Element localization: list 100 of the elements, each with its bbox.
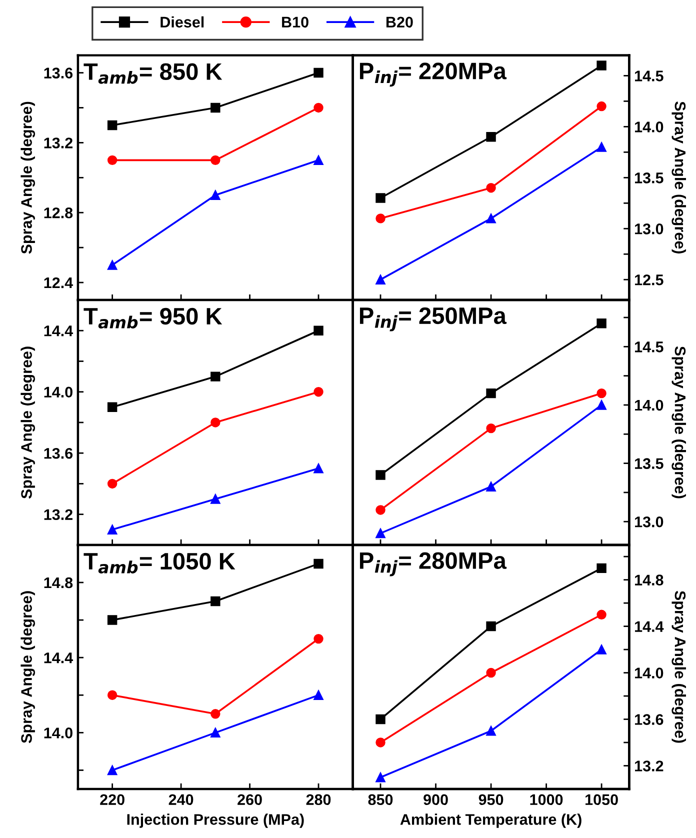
- point: [486, 668, 496, 678]
- point: [314, 102, 324, 113]
- y2-tick-label: 14.5: [635, 70, 664, 82]
- point: [376, 470, 386, 480]
- y-tick-label: 13.2: [44, 138, 72, 148]
- y2-tick-label: 13.2: [635, 760, 664, 772]
- y2-tick-label: 14.8: [635, 574, 664, 586]
- y-tick-label: 13.2: [44, 509, 72, 520]
- legend-label: B20: [386, 16, 413, 28]
- y-tick-label: 13.6: [44, 448, 73, 459]
- point: [107, 120, 118, 130]
- point: [314, 690, 324, 700]
- point: [596, 318, 606, 328]
- y-tick-label: 14.4: [44, 326, 74, 336]
- y-tick-label: 14.4: [44, 652, 74, 664]
- y-tick-label: 12.4: [44, 277, 74, 288]
- y2-axis-title: Spray Angle (degree): [672, 590, 686, 743]
- legend-label: Diesel: [160, 16, 204, 28]
- point: [376, 714, 386, 724]
- y2-tick-label: 13.5: [635, 458, 664, 470]
- point: [486, 182, 496, 193]
- text: 14.0: [635, 668, 664, 678]
- text: 13.0: [635, 224, 664, 234]
- y2-tick-label: 14.5: [635, 342, 664, 352]
- point: [596, 60, 606, 70]
- point: [107, 690, 118, 700]
- legend-label: B10: [282, 16, 308, 28]
- annotation: T$_{amb}$= 1050 K: [84, 552, 236, 574]
- y-tick-label: 14.8: [44, 577, 73, 588]
- point: [314, 326, 324, 336]
- point: [596, 610, 606, 620]
- point: [107, 260, 118, 270]
- point: [486, 388, 496, 398]
- x-axis-title: Injection Pressure (MPa): [127, 814, 304, 828]
- point: [107, 478, 118, 489]
- point: [210, 155, 220, 166]
- point: [210, 709, 220, 719]
- point: [314, 155, 324, 166]
- point: [486, 132, 496, 142]
- point: [107, 765, 118, 776]
- x-tick-label: 1050: [586, 794, 618, 806]
- point: [596, 101, 606, 112]
- y2-axis-title: Spray Angle (degree): [672, 102, 686, 254]
- point: [210, 596, 220, 606]
- y2-axis-title: Spray Angle (degree): [672, 346, 686, 498]
- point: [210, 102, 220, 113]
- point: [210, 728, 220, 738]
- point: [596, 644, 606, 654]
- point: [314, 68, 324, 78]
- x-tick-label: 280: [306, 794, 331, 806]
- point: [210, 494, 220, 504]
- x-tick-label: 260: [238, 794, 262, 806]
- point: [376, 505, 386, 515]
- y-axis-title: Spray Angle (degree): [20, 591, 36, 744]
- y-tick-label: 12.8: [44, 207, 73, 218]
- point: [107, 402, 118, 412]
- point: [486, 423, 496, 434]
- point: [596, 388, 606, 398]
- point: [314, 634, 324, 644]
- point: [486, 482, 496, 492]
- point: [486, 214, 496, 224]
- point: [314, 464, 324, 474]
- x-axis-title: Ambient Temperature (K): [400, 814, 582, 828]
- x-tick-label: 850: [368, 794, 393, 806]
- y2-tick-label: 13.5: [635, 172, 664, 184]
- point: [376, 528, 386, 538]
- x-tick-label: 950: [478, 794, 504, 806]
- y-axis-title: Spray Angle (degree): [20, 102, 36, 254]
- text: 14.0: [44, 728, 72, 738]
- x-tick-label: 220: [100, 794, 124, 806]
- annotation: P$_{inj}$= 250MPa: [360, 307, 507, 332]
- x-tick-label: 1000: [530, 794, 563, 806]
- point: [486, 621, 496, 632]
- point: [596, 563, 606, 574]
- annotation: P$_{inj}$= 280MPa: [360, 552, 507, 576]
- x-tick-label: 240: [168, 794, 194, 806]
- point: [210, 372, 220, 382]
- point: [376, 738, 386, 748]
- point: [596, 142, 606, 152]
- annotation: P$_{inj}$= 220MPa: [360, 62, 507, 87]
- point: [596, 400, 606, 410]
- y-tick-label: 13.6: [44, 68, 73, 78]
- point: [314, 387, 324, 397]
- point: [376, 772, 386, 782]
- y2-tick-label: 12.5: [635, 274, 664, 286]
- annotation: T$_{amb}$= 850 K: [84, 63, 222, 84]
- text: 14.0: [635, 400, 664, 411]
- text: 14.0: [44, 386, 72, 398]
- point: [107, 155, 118, 166]
- point: [376, 214, 386, 224]
- x-tick-label: 900: [424, 794, 448, 806]
- y2-tick-label: 13.6: [635, 714, 664, 725]
- point: [486, 726, 496, 736]
- annotation: T$_{amb}$= 950 K: [84, 308, 222, 329]
- y2-tick-label: 14.4: [635, 621, 664, 632]
- point: [107, 615, 118, 625]
- point: [376, 193, 386, 203]
- point: [376, 274, 386, 284]
- point: [210, 190, 220, 200]
- point: [107, 524, 118, 535]
